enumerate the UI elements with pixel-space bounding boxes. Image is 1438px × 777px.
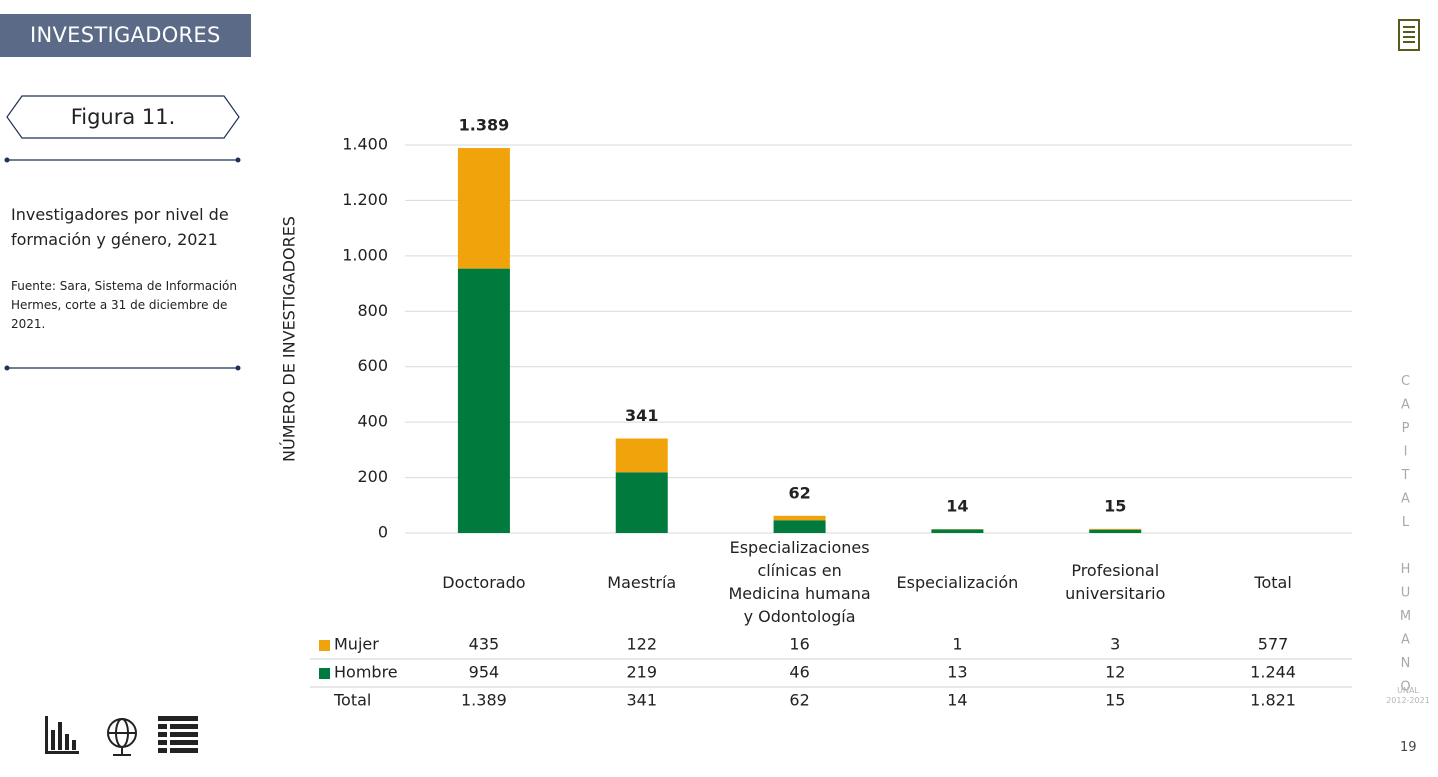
x-tick-label: Profesional universitario: [1065, 561, 1166, 603]
table-cell: 15: [1105, 691, 1125, 710]
table-cell: 219: [626, 663, 657, 682]
table-cell: 3: [1110, 635, 1120, 654]
page-number: 19: [1400, 740, 1417, 755]
total-label: 1.389: [459, 116, 510, 135]
divider-dot: [4, 157, 10, 163]
x-tick-label: Especializaciones clínicas en Medicina h…: [728, 538, 871, 626]
legend-swatch: [319, 668, 330, 679]
table-cell: 1.821: [1250, 691, 1296, 710]
table-cell: 435: [469, 635, 500, 654]
bar-segment: [931, 529, 984, 533]
divider-dot: [235, 157, 241, 163]
total-label: 14: [946, 497, 968, 516]
vertical-label: CAPITAL HUMANO: [1398, 374, 1413, 703]
menu-icon[interactable]: [1398, 19, 1420, 51]
divider-dot: [4, 365, 10, 371]
figure-label: Figura 11.: [71, 105, 176, 129]
table-cell: 62: [789, 691, 809, 710]
figure-source: Fuente: Sara, Sistema de Información Her…: [11, 279, 237, 331]
total-label: 62: [788, 483, 810, 502]
bar-segment: [615, 472, 668, 533]
table-cell: 12: [1105, 663, 1125, 682]
divider-dot: [235, 365, 241, 371]
bar-segment: [615, 438, 668, 473]
globe-icon[interactable]: [107, 718, 137, 756]
total-label: 341: [625, 406, 658, 425]
bar-segment: [457, 148, 510, 269]
chart-icon[interactable]: [45, 716, 79, 754]
table-cell: 1.244: [1250, 663, 1296, 682]
x-tick-label: Total: [1254, 572, 1292, 592]
y-tick-label: 1.400: [342, 135, 388, 154]
y-tick-label: 600: [357, 356, 388, 375]
table-cell: 16: [789, 635, 809, 654]
bar-segment: [773, 520, 826, 533]
y-tick-label: 0: [378, 523, 388, 542]
bar-segment: [1089, 529, 1142, 533]
y-tick-label: 800: [357, 301, 388, 320]
total-label: 15: [1104, 496, 1126, 515]
brand: UNAL: [1397, 686, 1419, 695]
table-cell: 1.389: [461, 691, 507, 710]
x-tick-label: Especialización: [896, 572, 1019, 592]
y-axis-title: NÚMERO DE INVESTIGADORES: [280, 216, 299, 462]
table-cell: 13: [947, 663, 967, 682]
y-tick-label: 1.200: [342, 190, 388, 209]
table-cell: 341: [626, 691, 657, 710]
figure-caption: Investigadores por nivel de formación y …: [11, 205, 229, 249]
table-cell: 14: [947, 691, 967, 710]
table-row-label: Total: [333, 691, 371, 710]
section-title: INVESTIGADORES: [0, 14, 251, 57]
table-icon[interactable]: [158, 716, 198, 753]
legend-label: Hombre: [334, 663, 398, 682]
table-cell: 122: [626, 635, 657, 654]
y-tick-label: 200: [357, 467, 388, 486]
brand-years: 2012-2021: [1386, 696, 1430, 705]
legend-swatch: [319, 640, 330, 651]
table-cell: 577: [1258, 635, 1289, 654]
figure-label-box: [6, 95, 240, 139]
table-cell: 1: [952, 635, 962, 654]
table-cell: 46: [789, 663, 809, 682]
y-tick-label: 1.000: [342, 245, 388, 264]
bar-segment: [457, 268, 510, 533]
legend-label: Mujer: [334, 635, 379, 654]
x-tick-label: Maestría: [607, 572, 677, 592]
table-cell: 954: [469, 663, 500, 682]
x-tick-label: Doctorado: [442, 572, 526, 592]
bar-segment: [1089, 528, 1142, 530]
bar-segment: [773, 515, 826, 521]
y-tick-label: 400: [357, 412, 388, 431]
